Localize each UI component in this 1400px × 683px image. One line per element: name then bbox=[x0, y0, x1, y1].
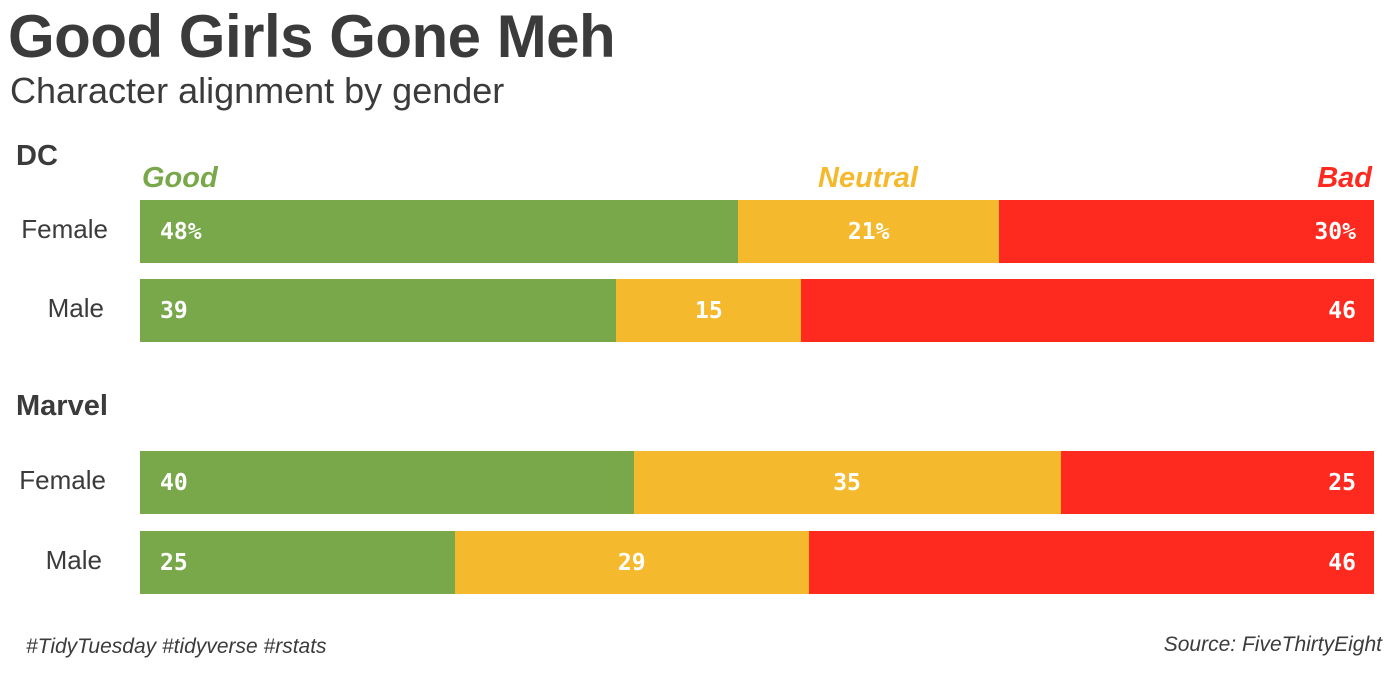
bar-segment-neutral: 15 bbox=[616, 279, 802, 342]
data-label-good: 39 bbox=[160, 297, 188, 324]
data-label-good: 48% bbox=[160, 218, 202, 245]
legend-good: Good bbox=[142, 162, 218, 194]
bar-marvel-male: 25 29 46 bbox=[140, 531, 1374, 594]
legend-neutral: Neutral bbox=[818, 162, 918, 194]
bar-dc-male: 39 15 46 bbox=[140, 279, 1374, 342]
data-label-neutral: 15 bbox=[695, 297, 723, 324]
bar-segment-neutral: 35 bbox=[633, 451, 1061, 514]
data-label-neutral: 21% bbox=[847, 218, 890, 245]
data-label-bad: 30% bbox=[1314, 218, 1356, 245]
bar-segment-neutral: 29 bbox=[454, 531, 809, 594]
bar-segment-good: 25 bbox=[140, 531, 455, 594]
data-label-bad: 46 bbox=[1328, 549, 1356, 576]
chart-subtitle: Character alignment by gender bbox=[10, 70, 505, 111]
row-label-dc-male: Male bbox=[47, 293, 104, 323]
bar-marvel-female: 40 35 25 bbox=[140, 451, 1374, 514]
data-label-bad: 46 bbox=[1328, 297, 1356, 324]
bar-segment-good: 48% bbox=[140, 200, 739, 263]
bar-dc-female: 48% 21% 30% bbox=[140, 200, 1374, 263]
group-label-dc: DC bbox=[16, 140, 58, 172]
bar-segment-bad: 25 bbox=[1060, 451, 1374, 514]
chart-title: Good Girls Gone Meh bbox=[8, 3, 616, 70]
data-label-neutral: 29 bbox=[617, 549, 646, 576]
bar-segment-neutral: 21% bbox=[738, 200, 999, 263]
bar-segment-good: 40 bbox=[140, 451, 634, 514]
data-label-neutral: 35 bbox=[833, 469, 861, 496]
footer-source: Source: FiveThirtyEight bbox=[1163, 633, 1382, 656]
bar-segment-bad: 30% bbox=[998, 200, 1374, 263]
bar-segment-good: 39 bbox=[140, 279, 617, 342]
row-label-marvel-male: Male bbox=[45, 545, 102, 575]
row-label-marvel-female: Female bbox=[19, 465, 106, 495]
data-label-good: 40 bbox=[160, 469, 188, 496]
data-label-good: 25 bbox=[160, 549, 188, 576]
data-label-bad: 25 bbox=[1328, 469, 1356, 496]
legend-bad: Bad bbox=[1317, 162, 1372, 194]
group-label-marvel: Marvel bbox=[16, 390, 108, 422]
bar-segment-bad: 46 bbox=[808, 531, 1374, 594]
footer-hashtags: #TidyTuesday #tidyverse #rstats bbox=[26, 635, 327, 658]
bar-segment-bad: 46 bbox=[801, 279, 1374, 342]
row-label-dc-female: Female bbox=[21, 214, 108, 244]
